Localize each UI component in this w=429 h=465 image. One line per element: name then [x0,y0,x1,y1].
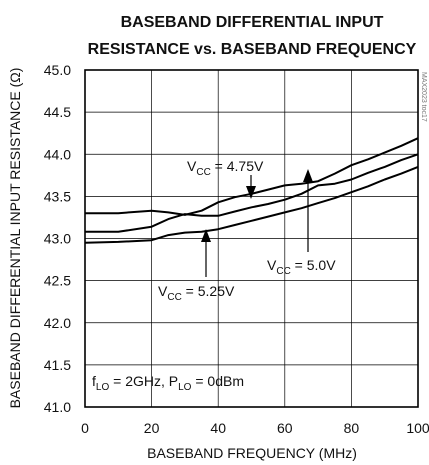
svg-text:VCC = 4.75V: VCC = 4.75V [187,158,264,178]
arrow-5.0v-head [303,169,313,182]
label-vcc-4.75v: VCC = 4.75V [187,158,264,199]
x-tick-labels: 0 20 40 60 80 100 [81,420,429,436]
conditions-note: fLO = 2GHz, PLO = 0dBm [92,373,244,393]
x-axis-label: BASEBAND FREQUENCY (MHz) [147,445,357,461]
x-tick-label-5: 100 [406,420,429,436]
label-vcc-5.0v: VCC = 5.0V [267,169,336,277]
x-tick-label-0: 0 [81,420,89,436]
f-lo-value: = 2GHz [109,373,161,389]
x-tick-label-1: 20 [144,420,160,436]
series-line-0 [85,137,419,216]
x-tick-label-3: 60 [277,420,293,436]
chart-title-line-1: BASEBAND DIFFERENTIAL INPUT [121,14,384,31]
arrow-5.25v-head [201,229,211,242]
arrow-4.75v-head [246,186,256,199]
plot-frame [84,69,419,408]
y-tick-label-7: 44.5 [44,104,71,120]
series-lines [84,137,419,244]
series-line-2 [84,165,419,244]
y-tick-label-4: 43.0 [44,231,71,247]
y-tick-label-2: 42.0 [44,315,71,331]
label-vcc-5.25v: VCC = 5.25V [158,229,235,303]
p-lo-value: = 0dBm [191,373,244,389]
y-tick-label-6: 44.0 [44,146,71,162]
y-tick-label-1: 41.5 [44,357,71,373]
y-tick-label-3: 42.5 [44,273,71,289]
x-tick-label-2: 40 [210,420,226,436]
x-tick-label-4: 80 [344,420,360,436]
y-tick-labels: 41.0 41.5 42.0 42.5 43.0 43.5 44.0 44.5 45.0 [44,62,71,415]
svg-text:VCC = 5.0V: VCC = 5.0V [267,257,336,277]
svg-text:VCC = 5.25V: VCC = 5.25V [158,283,235,303]
y-tick-label-5: 43.5 [44,188,71,204]
y-tick-label-0: 41.0 [44,399,71,415]
y-tick-label-8: 45.0 [44,62,71,78]
chart-title-line-2: RESISTANCE vs. BASEBAND FREQUENCY [88,41,417,58]
grid-lines [84,69,419,408]
watermark: MAX2023 toc17 [420,72,427,122]
y-axis-label: BASEBAND DIFFERENTIAL INPUT RESISTANCE (… [7,68,23,409]
series-line-1 [85,153,419,233]
